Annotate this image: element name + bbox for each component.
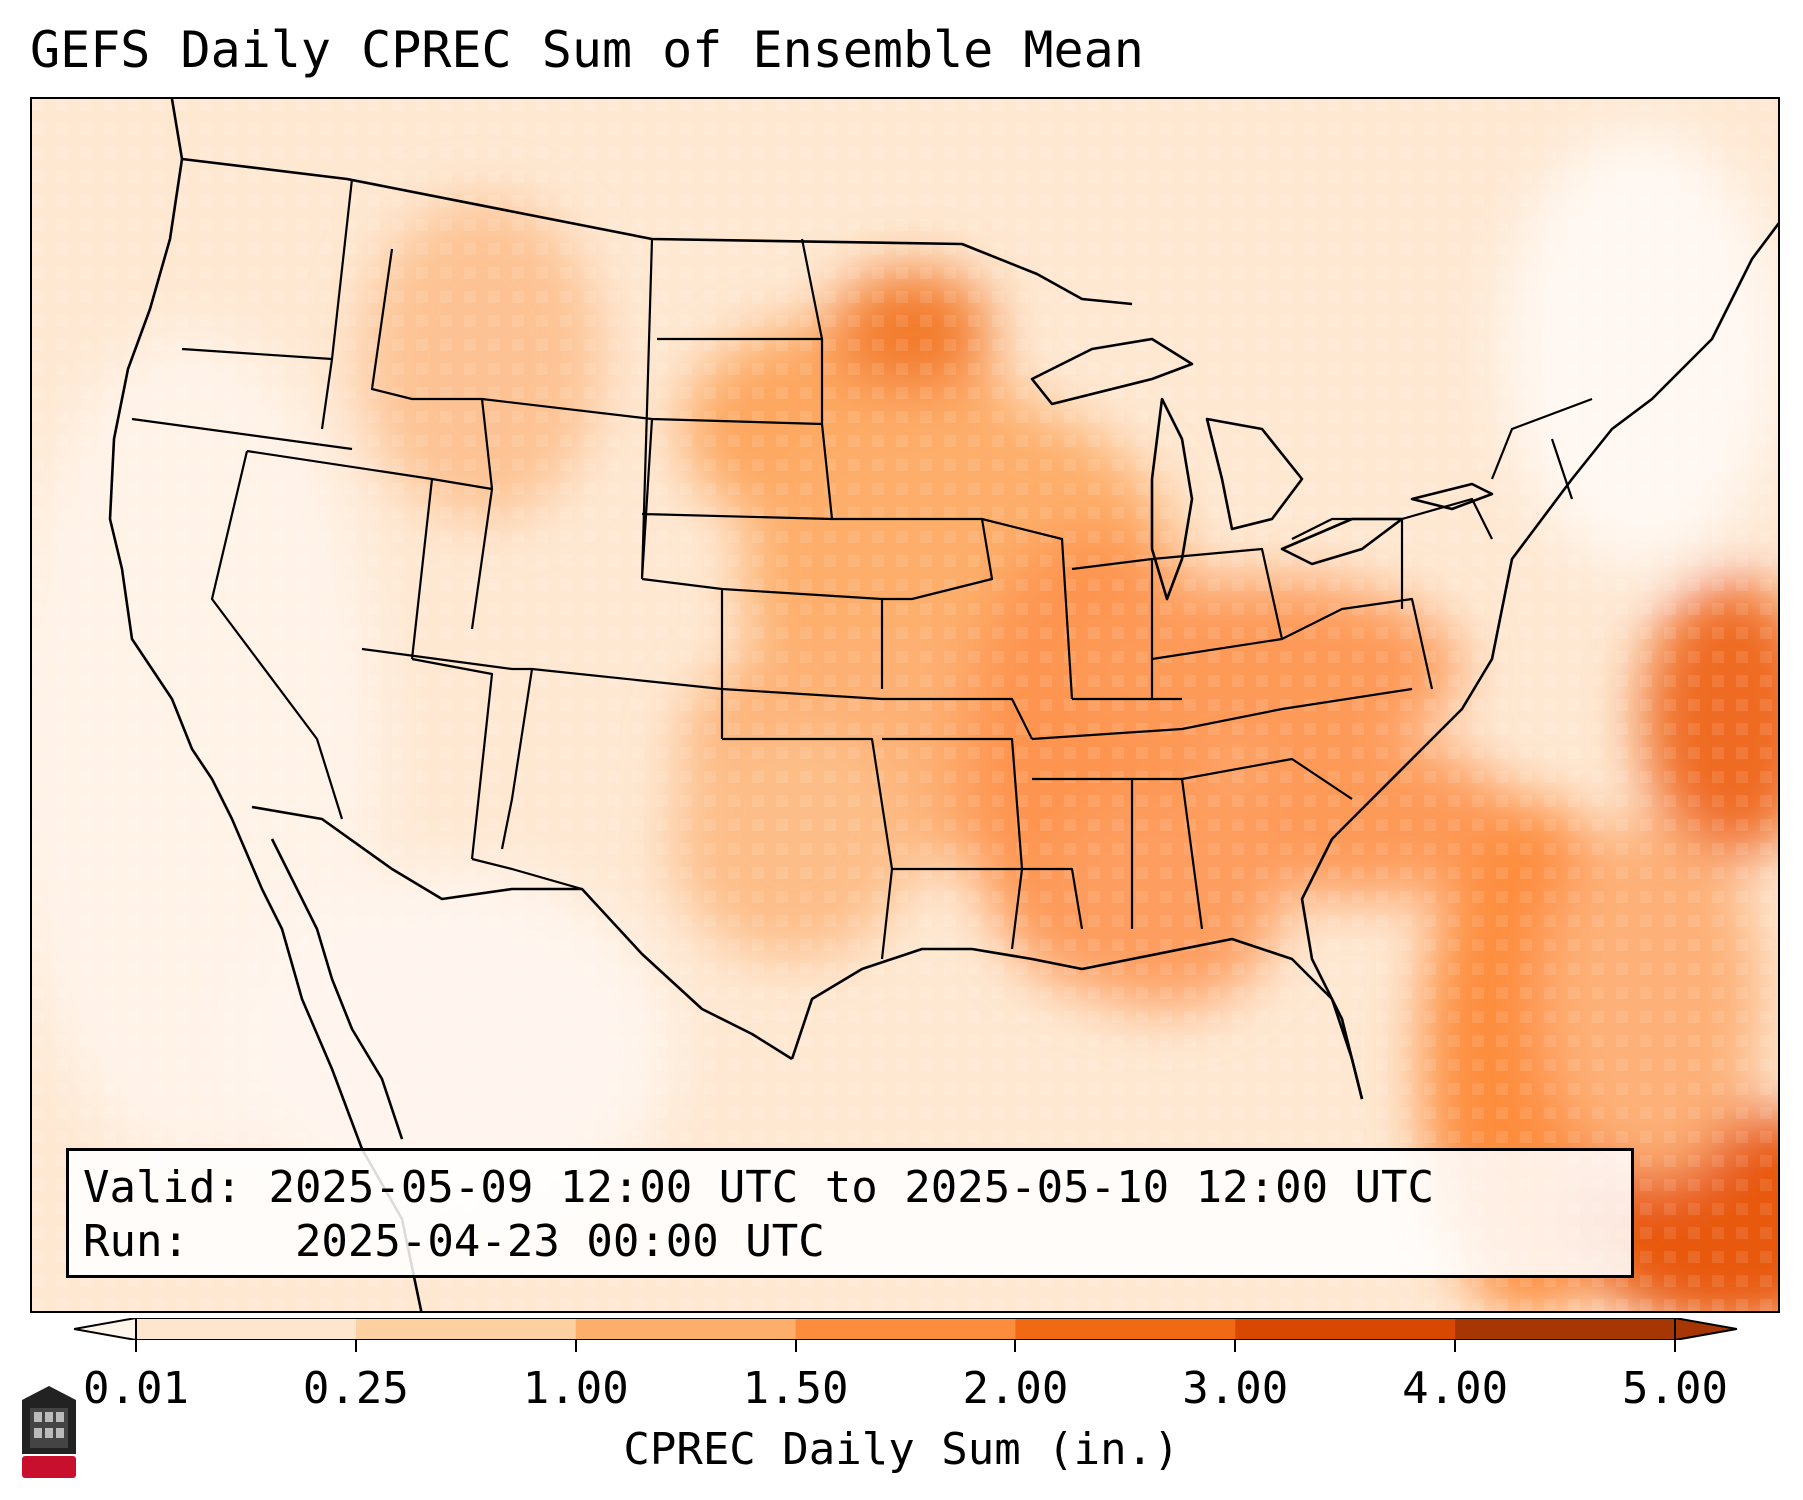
lake-ontario [1410,482,1494,511]
lake-huron [1205,417,1304,531]
colorbar-segments [136,1318,1676,1340]
colorbar-tick-mark [1014,1340,1017,1352]
colorbar-tick-mark [794,1340,797,1352]
colorbar-tick-mark [1234,1340,1237,1352]
colorbar-tick-label: 3.00 [1182,1363,1289,1414]
colorbar-segment [1015,1318,1236,1340]
colorbar-extend-high [1674,1318,1737,1340]
lake-superior [1030,337,1194,406]
colorbar-label: CPREC Daily Sum (in.) [623,1424,1180,1475]
colorbar-tick-mark [135,1340,137,1352]
colorbar-tick-label: 0.01 [83,1363,189,1414]
precip-map [30,97,1780,1313]
colorbar [74,1318,1737,1340]
map-lines [108,99,1778,1311]
colorbar-segment [575,1318,797,1340]
gulf-coastline [790,937,1364,1100]
colorbar-tick-mark [1674,1340,1676,1352]
colorbar-tick-mark [354,1340,357,1352]
colorbar-segment [136,1318,357,1340]
lake-erie [1280,517,1404,566]
run-value: 2025-04-23 00:00 UTC [294,1216,825,1267]
niu-logo [22,1386,76,1478]
baja-coastline [270,838,404,1140]
west-coastline [108,99,423,1311]
colorbar-tick-mark [1454,1340,1457,1352]
colorbar-extend-low [74,1318,137,1340]
colorbar-tick-label: 2.00 [962,1363,1069,1414]
colorbar-outline [135,1318,1676,1340]
colorbar-segment [795,1318,1016,1340]
colorbar-tick-label: 1.50 [742,1363,849,1414]
colorbar-tick-mark [574,1340,577,1352]
lake-michigan [1150,397,1194,601]
state-borders [131,178,1593,960]
colorbar-tick-label: 0.25 [302,1363,409,1414]
colorbar-tick-label: 5.00 [1622,1363,1728,1414]
colorbar-segment [355,1318,577,1340]
map-canvas [32,99,1778,1311]
valid-label: Valid: [83,1162,242,1213]
valid-value: 2025-05-09 12:00 UTC to 2025-05-10 12:00… [268,1162,1435,1213]
canada-border [181,157,1133,306]
east-coastline [1300,222,1778,1100]
mexico-border [251,805,793,1061]
colorbar-segment [1455,1318,1676,1340]
colorbar-tick-label: 1.00 [522,1363,629,1414]
map-title: GEFS Daily CPREC Sum of Ensemble Mean [30,21,1144,79]
colorbar-tick-label: 4.00 [1402,1363,1509,1414]
valid-run-box: Valid: 2025-05-09 12:00 UTC to 2025-05-1… [66,1148,1634,1278]
colorbar-segment [1235,1318,1456,1340]
grid-texture [32,99,1778,1311]
run-label: Run: [83,1216,189,1267]
